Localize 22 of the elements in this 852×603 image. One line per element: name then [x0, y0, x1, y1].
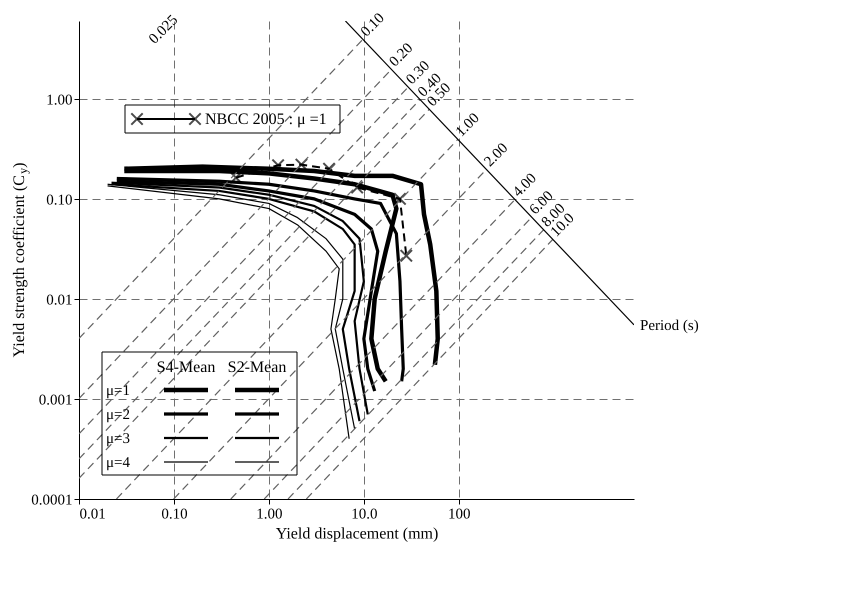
- legend-label: μ=1: [106, 383, 130, 399]
- x-tick-label: 10.0: [351, 506, 378, 522]
- x-tick-label: 1.00: [256, 506, 283, 522]
- x-axis-title: Yield displacement (mm): [276, 526, 438, 542]
- y-tick-label: 0.10: [46, 192, 72, 208]
- legend-label: NBCC 2005 : μ =1: [205, 111, 327, 128]
- annotation: 1.00: [452, 110, 483, 140]
- legend-label: μ=3: [106, 431, 130, 447]
- legend-label: μ=2: [106, 407, 130, 423]
- legend-label: μ=4: [106, 455, 130, 471]
- x-tick-label: 100: [448, 506, 471, 522]
- y-axis-title: Yield strength coefficient (Cy): [11, 162, 30, 358]
- y-tick-label: 0.0001: [31, 492, 72, 508]
- annotation: 0.10: [358, 10, 388, 40]
- annotation: S2-Mean: [228, 359, 286, 376]
- y-tick-label: 0.001: [38, 392, 72, 408]
- annotation: 2.00: [481, 140, 512, 170]
- x-tick-label: 0.01: [80, 506, 106, 522]
- x-tick-label: 0.10: [161, 506, 188, 522]
- y-tick-label: 1.00: [46, 92, 72, 108]
- y-tick-label: 0.01: [46, 292, 72, 308]
- annotation: Period (s): [640, 318, 699, 334]
